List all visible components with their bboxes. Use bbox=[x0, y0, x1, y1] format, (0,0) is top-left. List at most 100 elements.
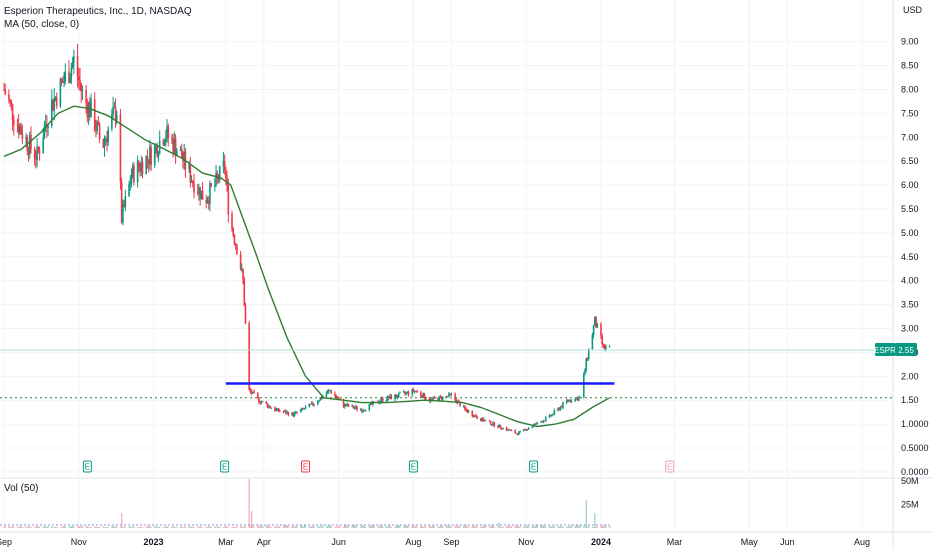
volume-bar bbox=[507, 526, 509, 528]
time-tick-label: Aug bbox=[405, 537, 421, 547]
candle-body bbox=[388, 396, 390, 399]
candle-body bbox=[505, 427, 508, 431]
time-tick-label: Jun bbox=[780, 537, 795, 547]
volume-bar bbox=[163, 526, 166, 528]
volume-bar bbox=[296, 526, 298, 528]
volume-bar bbox=[548, 526, 551, 528]
volume-bar bbox=[268, 526, 270, 528]
candle-body bbox=[319, 397, 322, 401]
volume-bar bbox=[317, 525, 319, 528]
candle-body bbox=[419, 391, 422, 396]
candle-body bbox=[363, 410, 366, 412]
candle-body bbox=[87, 103, 90, 118]
volume-bar bbox=[415, 525, 417, 528]
volume-bar bbox=[258, 526, 260, 528]
volume-bar bbox=[499, 526, 502, 528]
candle-body bbox=[551, 414, 553, 417]
candle-body bbox=[459, 401, 461, 407]
volume-bar bbox=[19, 526, 21, 528]
candle-body bbox=[524, 429, 526, 430]
candle-body bbox=[543, 420, 546, 422]
volume-bar bbox=[150, 527, 152, 528]
volume-bar bbox=[328, 526, 330, 528]
candle-body bbox=[106, 138, 108, 143]
candle-body bbox=[454, 393, 456, 400]
volume-bar bbox=[336, 526, 339, 528]
candle-body bbox=[433, 397, 436, 399]
volume-bar bbox=[488, 526, 491, 528]
candle-body bbox=[16, 124, 19, 126]
volume-bar bbox=[334, 526, 336, 528]
candle-body bbox=[69, 77, 71, 83]
candle-body bbox=[352, 405, 355, 409]
volume-bar bbox=[526, 525, 529, 528]
volume-bar bbox=[36, 526, 38, 528]
candle-body bbox=[243, 278, 246, 306]
volume-bar bbox=[116, 527, 118, 528]
volume-bar bbox=[345, 525, 347, 528]
volume-bar bbox=[182, 527, 184, 528]
price-tick-label: 7.00 bbox=[901, 132, 919, 142]
candle-body bbox=[241, 269, 243, 270]
price-tick-label: 9.00 bbox=[901, 37, 919, 47]
volume-bar bbox=[493, 526, 496, 528]
volume-legend[interactable]: Vol (50) bbox=[4, 483, 39, 494]
candle-body bbox=[596, 323, 599, 328]
volume-bar bbox=[561, 525, 563, 528]
earnings-marker: E bbox=[529, 460, 539, 473]
volume-bar bbox=[119, 526, 122, 528]
candle-body bbox=[162, 140, 165, 145]
volume-bar bbox=[43, 525, 46, 528]
volume-bar bbox=[531, 525, 534, 528]
volume-bar bbox=[500, 526, 503, 528]
volume-bar bbox=[21, 526, 24, 528]
volume-bar bbox=[113, 526, 116, 528]
candle-body bbox=[473, 415, 476, 417]
volume-bar bbox=[64, 526, 66, 528]
candle-body bbox=[165, 138, 167, 142]
candle-body bbox=[472, 415, 475, 417]
candle-body bbox=[445, 396, 448, 397]
candle-body bbox=[43, 125, 46, 139]
candle-body bbox=[261, 401, 264, 403]
candle-body bbox=[270, 407, 273, 409]
volume-bar bbox=[11, 525, 14, 528]
candle-body bbox=[252, 391, 254, 394]
candle-body bbox=[510, 430, 513, 431]
ma-legend[interactable]: MA (50, close, 0) bbox=[4, 19, 80, 30]
volume-bar bbox=[337, 525, 340, 528]
candle-body bbox=[80, 83, 83, 92]
volume-bar bbox=[54, 526, 57, 528]
candle-body bbox=[525, 429, 527, 431]
candle-body bbox=[130, 176, 133, 184]
volume-bar bbox=[129, 525, 131, 528]
candle-body bbox=[51, 99, 53, 126]
volume-bar bbox=[155, 526, 157, 528]
volume-bar bbox=[600, 526, 602, 528]
volume-bar bbox=[524, 526, 526, 528]
symbol-title[interactable]: Esperion Therapeutics, Inc., 1D, NASDAQ bbox=[4, 6, 192, 17]
candle-body bbox=[71, 62, 74, 68]
volume-bar bbox=[474, 525, 476, 528]
volume-bar bbox=[68, 527, 70, 528]
candle-body bbox=[242, 269, 244, 279]
volume-bar bbox=[233, 526, 236, 528]
candle-body bbox=[514, 430, 516, 434]
last-price-tag bbox=[895, 343, 917, 357]
volume-bar bbox=[586, 526, 589, 528]
volume-bar bbox=[319, 526, 321, 528]
candle-body bbox=[282, 411, 285, 413]
candle-body bbox=[77, 76, 80, 81]
volume-bar bbox=[291, 526, 293, 528]
volume-bar bbox=[147, 525, 150, 528]
candle-body bbox=[44, 124, 47, 126]
candlesticks bbox=[3, 43, 611, 436]
volume-bar bbox=[215, 527, 217, 528]
volume-bar bbox=[601, 525, 603, 528]
earnings-marker-box bbox=[665, 460, 675, 473]
volume-bar bbox=[234, 527, 237, 528]
volume-bar bbox=[579, 525, 581, 528]
